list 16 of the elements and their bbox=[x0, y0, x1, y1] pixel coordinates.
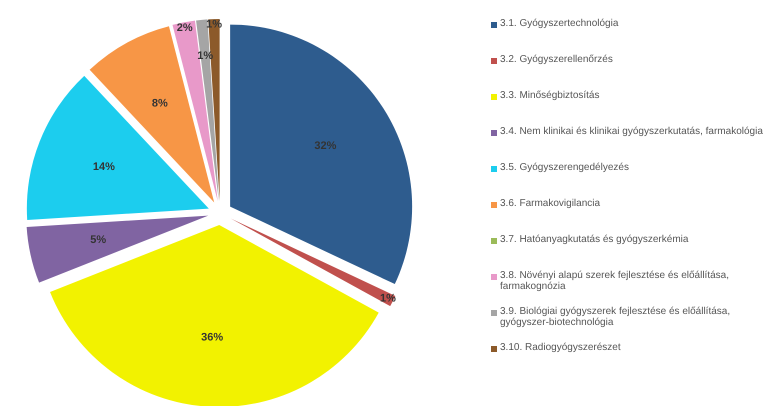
legend-label: 3.7. Hatóanyagkutatás és gyógyszerkémia bbox=[500, 234, 688, 245]
legend-label: 3.10. Radiogyógyszerészet bbox=[500, 342, 621, 353]
legend-label: 3.1. Gyógyszertechnológia bbox=[500, 18, 618, 29]
data-label: 36% bbox=[201, 332, 224, 344]
data-label: 8% bbox=[152, 98, 168, 110]
legend-label: 3.8. Növényi alapú szerek fejlesztése és előállítása, farmakognózia bbox=[500, 270, 730, 292]
legend-label: 3.5. Gyógyszerengedélyezés bbox=[500, 162, 629, 173]
legend-label: 3.3. Minőségbiztosítás bbox=[500, 90, 600, 101]
legend-label: 3.4. Nem klinikai és klinikai gyógyszerkutatás, farmakológia bbox=[500, 126, 763, 137]
legend-label: 3.2. Gyógyszerellenőrzés bbox=[500, 54, 613, 65]
data-label: 5% bbox=[90, 234, 106, 246]
data-label: 32% bbox=[314, 140, 337, 152]
legend-label: 3.9. Biológiai gyógyszerek fejlesztése és előállítása, gyógyszer-biotechnológia bbox=[500, 306, 732, 328]
data-label: 2% bbox=[176, 22, 193, 34]
legend-label: 3.6. Farmakovigilancia bbox=[500, 198, 600, 209]
data-label: 14% bbox=[92, 161, 116, 174]
